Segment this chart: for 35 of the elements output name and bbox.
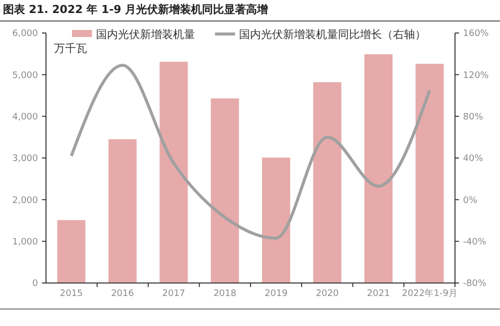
x-tick-label: 2018 [213,289,237,299]
bar [364,54,393,283]
y2-tick-label: 160% [463,29,490,40]
y2-tick-label: 0% [463,196,478,206]
bar [160,62,188,283]
x-tick-label: 2016 [111,289,134,299]
bar [57,220,86,283]
y2-tick-label: 40% [463,154,484,164]
y2-tick-label: -80% [463,279,487,290]
y2-tick-label: 120% [463,70,490,81]
y-tick-label: 5,000 [12,70,38,81]
x-tick-label: 2021 [367,289,390,299]
bar [262,158,290,283]
y-tick-label: 3,000 [12,154,38,164]
y-axis-title: 万千瓦 [54,42,87,55]
y-tick-label: 2,000 [12,196,38,206]
chart-title: 图表 21. 2022 年 1-9 月光伏新增装机同比显著高增 [3,3,268,16]
y-tick-label: 4,000 [12,112,38,122]
y2-tick-label: -40% [463,237,487,248]
bar [108,139,137,283]
y-tick-label: 0 [32,279,38,290]
legend-label: 国内光伏新增装机量 [96,28,195,41]
x-tick-label: 2015 [60,289,83,299]
x-tick-label: 2022年1-9月 [402,288,458,299]
bar [416,64,444,283]
y-tick-label: 1,000 [12,237,38,248]
x-tick-label: 2019 [264,289,288,299]
y2-tick-label: 80% [463,112,484,122]
bar [313,82,342,283]
bar [210,98,239,283]
x-tick-label: 2017 [162,289,186,299]
y-tick-label: 6,000 [12,29,38,40]
line-series [70,64,432,240]
legend-label: 国内光伏新增装机量同比增长（右轴） [239,28,426,41]
x-tick-label: 2020 [316,289,340,299]
